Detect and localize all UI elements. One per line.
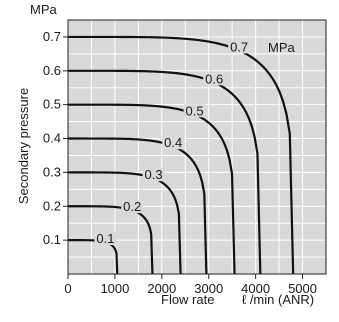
plot-frame: [67, 19, 327, 275]
y-tick-label: 0.1: [43, 232, 61, 247]
y-axis-label: Secondary pressure: [16, 88, 31, 204]
y-tick-label: 0.7: [43, 29, 61, 44]
curve-label-0.7: 0.7: [230, 39, 248, 54]
curve-label-0.2: 0.2: [123, 199, 141, 214]
x-tick-label: 1000: [100, 281, 129, 296]
y-tick-label: 0.3: [43, 164, 61, 179]
y-unit-label: MPa: [30, 2, 58, 17]
curve-label-0.3: 0.3: [145, 167, 163, 182]
y-tick-label: 0.5: [43, 97, 61, 112]
curve-label-bg: [203, 72, 226, 86]
curve-label-bg: [228, 40, 251, 54]
curve-label-bg: [142, 168, 165, 182]
curve-0.6: [67, 69, 262, 275]
x-tick-label: 2000: [147, 281, 176, 296]
curve-label-0.6: 0.6: [205, 71, 223, 86]
y-tick-label: 0.4: [43, 131, 61, 146]
legend-title: MPa: [268, 40, 296, 55]
x-ticks: 0 1000 2000 3000 4000 5000: [64, 274, 317, 296]
curve-label-bg: [94, 232, 117, 246]
curve-0.5: [67, 103, 236, 275]
curve-label-bg: [121, 200, 144, 214]
curve-label-0.1: 0.1: [96, 231, 114, 246]
x-axis-label: Flow rate: [161, 292, 214, 307]
y-ticks: 0.1 0.2 0.3 0.4 0.5 0.6 0.7: [43, 29, 68, 247]
plot-background: [68, 20, 326, 274]
curve-label-0.4: 0.4: [164, 135, 182, 150]
x-tick-label: 5000: [288, 281, 317, 296]
curve-label-bg: [162, 136, 185, 150]
curve-labels: 0.1 0.2 0.3 0.4 0.5 0.6 0.7: [94, 39, 251, 246]
x-tick-label: 4000: [241, 281, 270, 296]
y-tick-label: 0.6: [43, 63, 61, 78]
x-unit-label: ℓ /min (ANR): [242, 292, 314, 307]
curve-label-bg: [183, 104, 206, 118]
curve-label-0.5: 0.5: [186, 103, 204, 118]
y-tick-label: 0.2: [43, 198, 61, 213]
curve-0.7: [68, 35, 295, 275]
x-tick-label: 3000: [194, 281, 223, 296]
x-tick-label: 0: [64, 281, 71, 296]
